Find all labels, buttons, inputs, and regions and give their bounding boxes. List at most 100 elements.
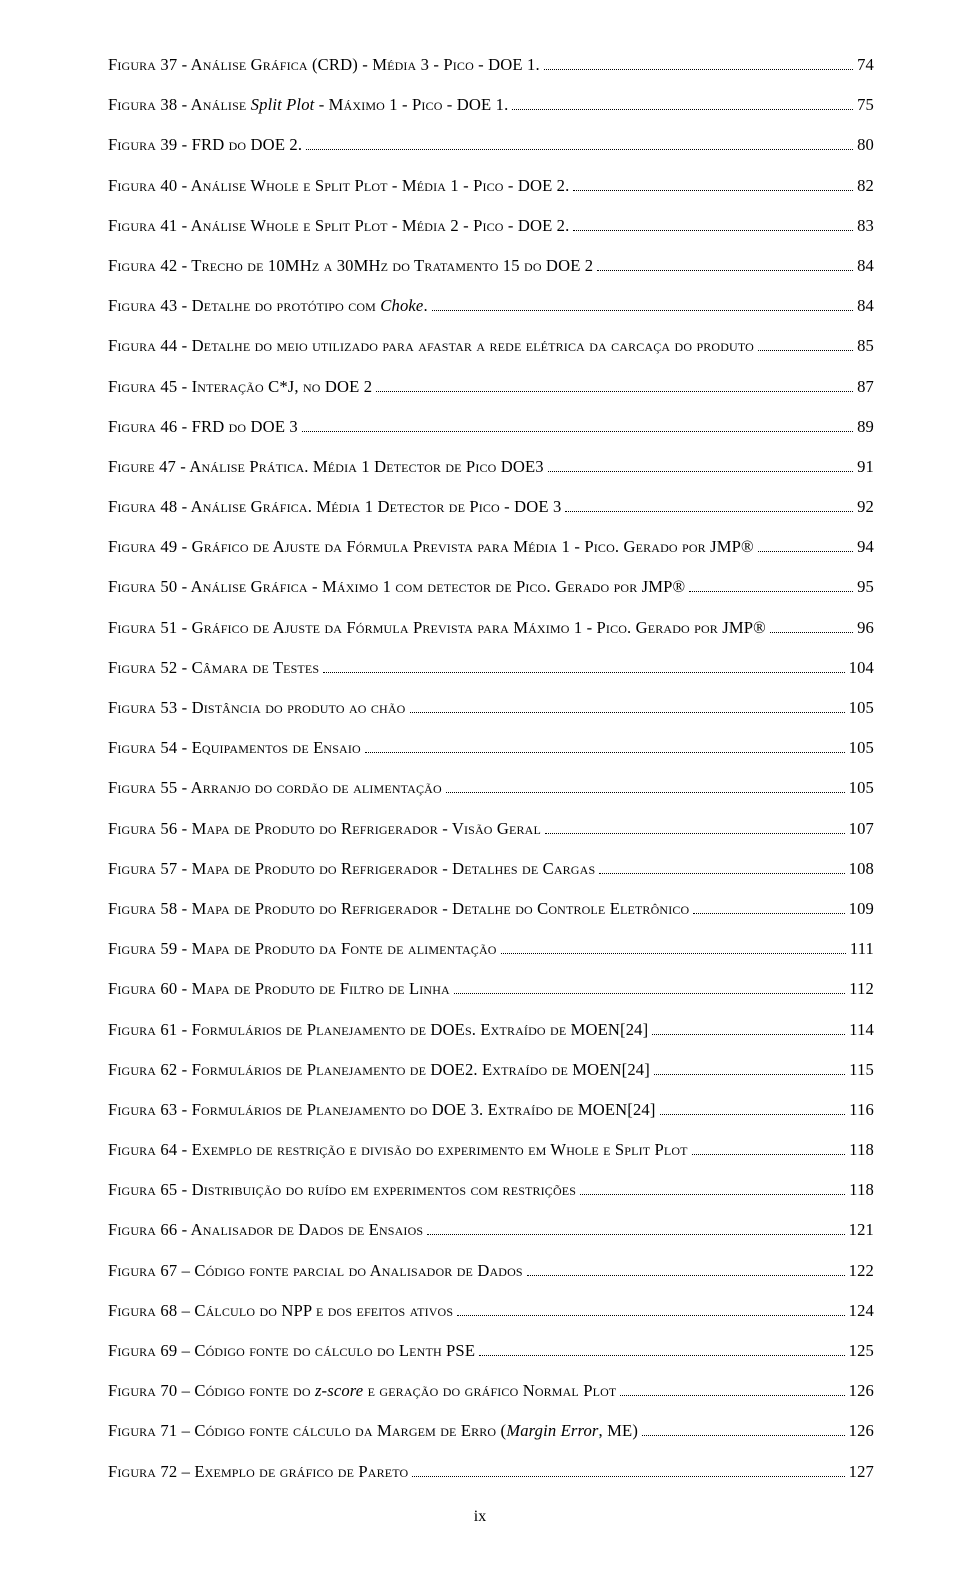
toc-entry: Figura 65 - Distribuição do ruído em exp… (108, 1179, 874, 1201)
toc-leader (446, 782, 845, 793)
toc-entry-page: 107 (849, 818, 874, 840)
toc-entry: Figura 52 - Câmara de Testes104 (108, 657, 874, 679)
toc-entry: Figura 66 - Analisador de Dados de Ensai… (108, 1219, 874, 1241)
toc-leader (573, 220, 853, 231)
toc-leader (501, 943, 846, 954)
toc-entry: Figura 70 – Código fonte do z-score e ge… (108, 1380, 874, 1402)
toc-entry: Figura 67 – Código fonte parcial do Anal… (108, 1260, 874, 1282)
toc-entry: Figure 47 - Análise Prática. Média 1 Det… (108, 456, 874, 478)
toc-leader (432, 300, 853, 311)
toc-leader (548, 461, 853, 472)
toc-entry-page: 111 (850, 938, 874, 960)
toc-entry: Figura 39 - FRD do DOE 2. 80 (108, 134, 874, 156)
toc-entry: Figura 58 - Mapa de Produto do Refrigera… (108, 898, 874, 920)
toc-entry: Figura 71 – Código fonte cálculo da Marg… (108, 1420, 874, 1442)
toc-entry-label: Figura 46 - FRD do DOE 3 (108, 416, 298, 438)
toc-leader (660, 1104, 846, 1115)
toc-entry-label: Figura 67 – Código fonte parcial do Anal… (108, 1260, 523, 1282)
toc-leader (689, 581, 853, 592)
toc-entry: Figura 53 - Distância do produto ao chão… (108, 697, 874, 719)
toc-entry-label: Figura 42 - Trecho de 10MHz a 30MHz do T… (108, 255, 593, 277)
toc-entry-page: 92 (857, 496, 874, 518)
toc-entry: Figura 59 - Mapa de Produto da Fonte de … (108, 938, 874, 960)
toc-entry-label: Figura 43 - Detalhe do protótipo com Cho… (108, 295, 428, 317)
toc-leader (544, 59, 853, 70)
toc-entry-page: 127 (849, 1461, 874, 1483)
page: Figura 37 - Análise Gráfica (CRD) - Médi… (0, 0, 960, 1572)
toc-entry-label: Figura 53 - Distância do produto ao chão (108, 697, 406, 719)
toc-leader (365, 742, 845, 753)
toc-entry-page: 84 (857, 255, 874, 277)
toc-entry-page: 96 (857, 617, 874, 639)
toc-entry-label: Figura 68 – Cálculo do NPP e dos efeitos… (108, 1300, 453, 1322)
toc-leader (654, 1064, 845, 1075)
toc-entry: Figura 60 - Mapa de Produto de Filtro de… (108, 978, 874, 1000)
toc-entry-label: Figura 58 - Mapa de Produto do Refrigera… (108, 898, 689, 920)
toc-entry: Figura 72 – Exemplo de gráfico de Pareto… (108, 1461, 874, 1483)
toc-entry: Figura 38 - Análise Split Plot - Máximo … (108, 94, 874, 116)
toc-entry: Figura 49 - Gráfico de Ajuste da Fórmula… (108, 536, 874, 558)
toc-leader (758, 340, 853, 351)
toc-entry-label: Figura 48 - Análise Gráfica. Média 1 Det… (108, 496, 561, 518)
toc-entry: Figura 41 - Análise Whole e Split Plot -… (108, 215, 874, 237)
toc-entry: Figura 64 - Exemplo de restrição e divis… (108, 1139, 874, 1161)
toc-entry-label: Figura 69 – Código fonte do cálculo do L… (108, 1340, 475, 1362)
toc-leader (457, 1305, 844, 1316)
toc-leader (410, 702, 845, 713)
toc-entry-page: 126 (849, 1420, 874, 1442)
toc-entry-page: 75 (857, 94, 874, 116)
toc-entry-label: Figura 70 – Código fonte do z-score e ge… (108, 1380, 616, 1402)
toc-entry-page: 105 (849, 737, 874, 759)
toc-entry: Figura 51 - Gráfico de Ajuste da Fórmula… (108, 617, 874, 639)
toc-entry-page: 105 (849, 777, 874, 799)
toc-leader (545, 823, 845, 834)
toc-entry-label: Figura 51 - Gráfico de Ajuste da Fórmula… (108, 617, 766, 639)
toc-entry-page: 118 (849, 1179, 874, 1201)
toc-entry-page: 80 (857, 134, 874, 156)
toc-leader (479, 1345, 845, 1356)
toc-entry-page: 84 (857, 295, 874, 317)
toc-entry-label: Figura 50 - Análise Gráfica - Máximo 1 c… (108, 576, 685, 598)
toc-leader (770, 622, 853, 633)
toc-entry: Figura 37 - Análise Gráfica (CRD) - Médi… (108, 54, 874, 76)
toc-entry-label: Figura 55 - Arranjo do cordão de aliment… (108, 777, 442, 799)
page-number: ix (474, 1508, 486, 1525)
toc-entry-page: 112 (849, 978, 874, 1000)
toc-entry-page: 82 (857, 175, 874, 197)
toc-entry-page: 95 (857, 576, 874, 598)
toc-entry: Figura 45 - Interação C*J, no DOE 287 (108, 376, 874, 398)
toc-leader (620, 1385, 844, 1396)
toc-entry: Figura 43 - Detalhe do protótipo com Cho… (108, 295, 874, 317)
toc-entry: Figura 57 - Mapa de Produto do Refrigera… (108, 858, 874, 880)
toc-leader (758, 541, 853, 552)
page-footer: ix (0, 1508, 960, 1526)
toc-leader (573, 180, 853, 191)
toc-entry-label: Figura 44 - Detalhe do meio utilizado pa… (108, 335, 754, 357)
toc-entry: Figura 56 - Mapa de Produto do Refrigera… (108, 818, 874, 840)
toc-entry-page: 109 (849, 898, 874, 920)
toc-leader (512, 99, 853, 110)
toc-entry: Figura 48 - Análise Gráfica. Média 1 Det… (108, 496, 874, 518)
toc-entry-page: 74 (857, 54, 874, 76)
toc-entry-page: 108 (849, 858, 874, 880)
toc-entry-label: Figura 39 - FRD do DOE 2. (108, 134, 302, 156)
toc-entry-label: Figura 40 - Análise Whole e Split Plot -… (108, 175, 569, 197)
toc-entry-page: 85 (857, 335, 874, 357)
toc-entry-page: 125 (849, 1340, 874, 1362)
toc-entry-label: Figura 63 - Formulários de Planejamento … (108, 1099, 656, 1121)
toc-entry-page: 124 (849, 1300, 874, 1322)
toc-entry-page: 114 (849, 1019, 874, 1041)
toc-entry-label: Figure 47 - Análise Prática. Média 1 Det… (108, 456, 544, 478)
toc-leader (652, 1024, 845, 1035)
toc-entry-label: Figura 41 - Análise Whole e Split Plot -… (108, 215, 569, 237)
toc-entry: Figura 68 – Cálculo do NPP e dos efeitos… (108, 1300, 874, 1322)
toc-entry-label: Figura 65 - Distribuição do ruído em exp… (108, 1179, 576, 1201)
toc-entry: Figura 61 - Formulários de Planejamento … (108, 1019, 874, 1041)
toc-entry: Figura 40 - Análise Whole e Split Plot -… (108, 175, 874, 197)
toc-entry-label: Figura 57 - Mapa de Produto do Refrigera… (108, 858, 595, 880)
toc-leader (580, 1184, 845, 1195)
toc-entry: Figura 62 - Formulários de Planejamento … (108, 1059, 874, 1081)
toc-entry-label: Figura 61 - Formulários de Planejamento … (108, 1019, 648, 1041)
toc-entry-label: Figura 38 - Análise Split Plot - Máximo … (108, 94, 508, 116)
toc-leader (427, 1224, 844, 1235)
